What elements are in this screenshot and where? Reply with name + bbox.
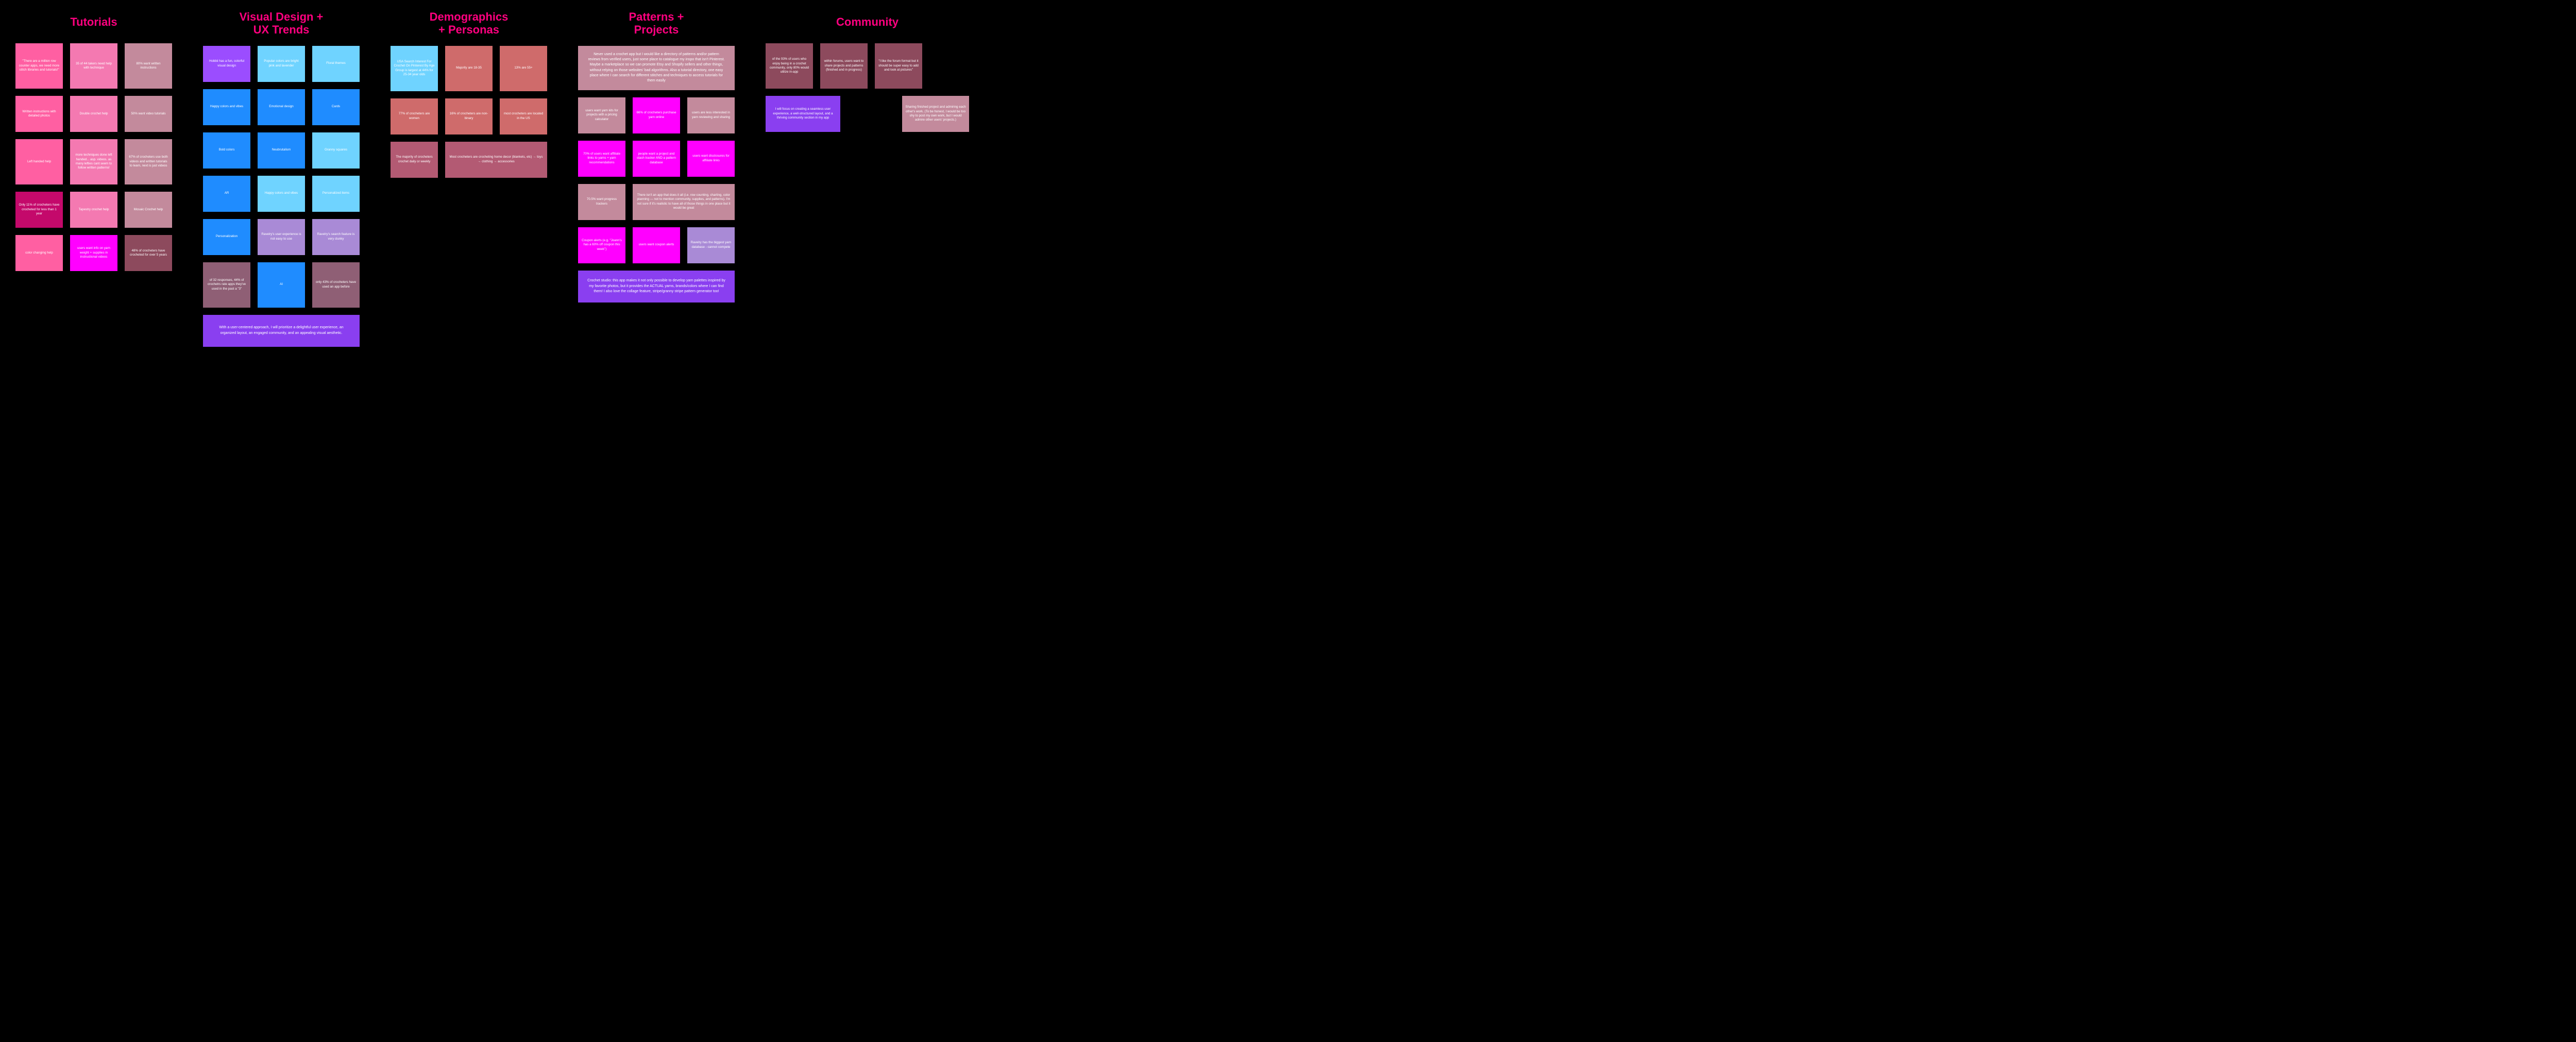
column-title: Patterns + Projects	[629, 10, 684, 37]
note-row: Happy colors and vibesEmotional designCa…	[203, 89, 360, 125]
sticky-note: Popular colors are bright pink and laven…	[258, 46, 305, 82]
note-grid: users want yarn kits for projects with a…	[578, 97, 735, 263]
sticky-note: Written instructions with detailed photo…	[15, 96, 63, 132]
sticky-note: AI	[258, 262, 305, 308]
sticky-note: people want a project and stash tracker …	[633, 141, 680, 177]
sticky-note: Double crochet help	[70, 96, 117, 132]
sticky-note: Granny squares	[312, 132, 360, 169]
sticky-note: Personalized items	[312, 176, 360, 212]
sticky-note: users want disclosures for affiliate lin…	[687, 141, 735, 177]
sticky-note: 67% of crocheters use both videos and wr…	[125, 139, 172, 184]
note-row: Written instructions with detailed photo…	[15, 96, 172, 132]
sticky-note: 70.5% want progress trackers	[578, 184, 625, 220]
sticky-note: Happy colors and vibes	[203, 89, 250, 125]
sticky-note: Hobbii has a fun, colorful visual design	[203, 46, 250, 82]
note-grid: "There are a million row counter apps, w…	[15, 43, 172, 271]
sticky-note: most crocheters are located in the US	[500, 98, 547, 135]
sticky-note: Ravelry's search feature is very clunky	[312, 219, 360, 255]
column: Community of the 93% of users who enjoy b…	[766, 10, 969, 132]
note-row: Only 11% of crocheters have crocheted fo…	[15, 192, 172, 228]
sticky-note: users want info on yarn weight + supplie…	[70, 235, 117, 271]
sticky-note: Majority are 18-35	[445, 46, 493, 91]
sticky-note: Coupon alerts (e.g. "Joann's has a 60% o…	[578, 227, 625, 263]
note-row: Bold colorsNeubrutalismGranny squares	[203, 132, 360, 169]
sticky-note: 70% of users want affiliate links to yar…	[578, 141, 625, 177]
sticky-note: Ravelry's user experience is not easy to…	[258, 219, 305, 255]
sticky-note: "I like the forum format but it should b…	[875, 43, 922, 89]
sticky-note: more techniques done left handed... asp.…	[70, 139, 117, 184]
sticky-note: 13% are 55+	[500, 46, 547, 91]
sticky-note: Emotional design	[258, 89, 305, 125]
sticky-note: Floral themes	[312, 46, 360, 82]
note-row: Hobbii has a fun, colorful visual design…	[203, 46, 360, 82]
sticky-note: 66% of crocheters purchase yarn online	[633, 97, 680, 133]
sticky-note: Happy colors and vibes	[258, 176, 305, 212]
sticky-note: only 43% of crocheters have used an app …	[312, 262, 360, 308]
sticky-note: color changing help	[15, 235, 63, 271]
note-row: 70% of users want affiliate links to yar…	[578, 141, 735, 177]
sticky-note: Only 11% of crocheters have crocheted fo…	[15, 192, 63, 228]
sticky-note: Left handed help	[15, 139, 63, 184]
sticky-note: 80% want written instructions	[125, 43, 172, 89]
column-title: Demographics + Personas	[430, 10, 509, 37]
note-row: 77% of crocheters are women16% of croche…	[391, 98, 547, 135]
sticky-note: AR	[203, 176, 250, 212]
sticky-note: USA Search Interest For Crochet On Pinte…	[391, 46, 438, 91]
sticky-note: 77% of crocheters are women	[391, 98, 438, 135]
note-row: color changing helpusers want info on ya…	[15, 235, 172, 271]
note-row: USA Search Interest For Crochet On Pinte…	[391, 46, 547, 91]
sticky-note: 35 of 44 takers need help with technique	[70, 43, 117, 89]
note-row: ARHappy colors and vibesPersonalized ite…	[203, 176, 360, 212]
sticky-note: Sharing finished project and admiring ea…	[902, 96, 969, 132]
sticky-note: Personalization	[203, 219, 250, 255]
sticky-note: "There are a million row counter apps, w…	[15, 43, 63, 89]
sticky-note: users want coupon alerts	[633, 227, 680, 263]
sticky-note: Most crocheters are crocheting home deco…	[445, 142, 547, 178]
sticky-note: The majority of crocheters crochet daily…	[391, 142, 438, 178]
note-row: "There are a million row counter apps, w…	[15, 43, 172, 89]
sticky-note: Mosaic Crochet help	[125, 192, 172, 228]
sticky-note: users want yarn kits for projects with a…	[578, 97, 625, 133]
sticky-note: 16% of crocheters are non-binary	[445, 98, 493, 135]
column: Tutorials "There are a million row counte…	[15, 10, 172, 271]
sticky-note: 50% want video tutorials	[125, 96, 172, 132]
note-row: of the 93% of users who enjoy being in a…	[766, 43, 969, 89]
note-row: The majority of crocheters crochet daily…	[391, 142, 547, 178]
sticky-note: 48% of crocheters have crocheted for ove…	[125, 235, 172, 271]
affinity-board: Tutorials "There are a million row counte…	[0, 0, 2576, 357]
sticky-note: Ravelry has the biggest yarn database - …	[687, 227, 735, 263]
column: Demographics + Personas USA Search Intere…	[391, 10, 547, 178]
note-row: Coupon alerts (e.g. "Joann's has a 60% o…	[578, 227, 735, 263]
sticky-note: I will focus on creating a seamless user…	[766, 96, 840, 132]
sticky-note: Tapestry crochet help	[70, 192, 117, 228]
column-title: Tutorials	[70, 10, 117, 34]
sticky-note: of 32 responses, 44% of crochetrs rate a…	[203, 262, 250, 308]
sticky-note: Neubrutalism	[258, 132, 305, 169]
note-row: PersonalizationRavelry's user experience…	[203, 219, 360, 255]
column: Patterns + Projects Never used a crochet …	[578, 10, 735, 302]
column-title: Community	[836, 10, 899, 34]
sticky-note: users are less interested in yarn review…	[687, 97, 735, 133]
note-row: Left handed helpmore techniques done lef…	[15, 139, 172, 184]
column: Visual Design + UX Trends Hobbii has a fu…	[203, 10, 360, 347]
wide-note: With a user-centered approach, I will pr…	[203, 315, 360, 347]
sticky-note: of the 93% of users who enjoy being in a…	[766, 43, 813, 89]
note-row: 70.5% want progress trackersThere isn't …	[578, 184, 735, 220]
column-title: Visual Design + UX Trends	[240, 10, 324, 37]
wide-note: Never used a crochet app but I would lik…	[578, 46, 735, 90]
note-row: users want yarn kits for projects with a…	[578, 97, 735, 133]
note-grid: of the 93% of users who enjoy being in a…	[766, 43, 969, 132]
sticky-note: There isn't an app that does it all (i.e…	[633, 184, 735, 220]
sticky-note: Bold colors	[203, 132, 250, 169]
sticky-note: Cards	[312, 89, 360, 125]
note-row: I will focus on creating a seamless user…	[766, 96, 969, 132]
note-row: of 32 responses, 44% of crochetrs rate a…	[203, 262, 360, 308]
note-grid: USA Search Interest For Crochet On Pinte…	[391, 46, 547, 178]
wide-note: Crochet studio: this app makes it not on…	[578, 271, 735, 302]
sticky-note: within forums, users want to share proje…	[820, 43, 868, 89]
note-grid: Hobbii has a fun, colorful visual design…	[203, 46, 360, 308]
